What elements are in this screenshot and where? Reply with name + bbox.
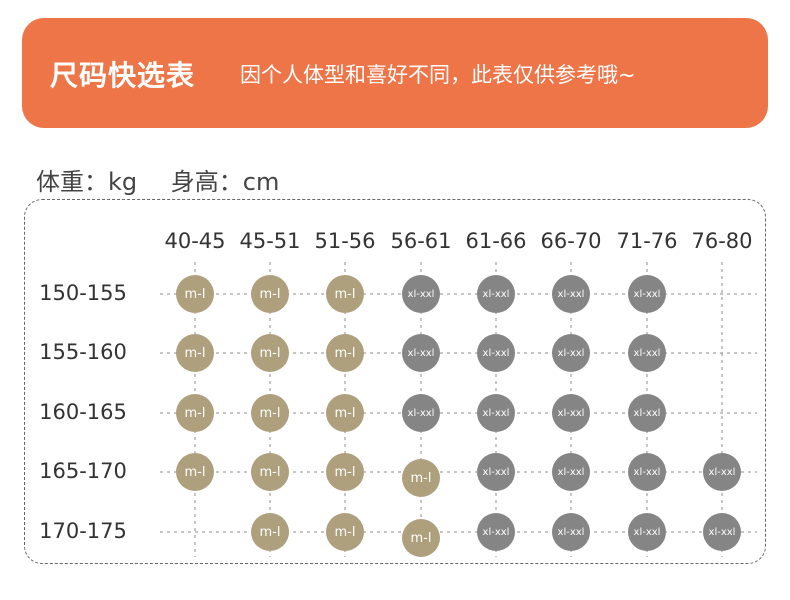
size-badge: xl-xxl bbox=[552, 513, 590, 551]
size-badge: xl-xxl bbox=[477, 394, 515, 432]
size-badge: xl-xxl bbox=[703, 513, 741, 551]
size-badge: xl-xxl bbox=[402, 334, 440, 372]
size-badge: m-l bbox=[251, 394, 289, 432]
size-badge: m-l bbox=[402, 519, 440, 557]
size-badge: xl-xxl bbox=[477, 453, 515, 491]
height-range-label: 160-165 bbox=[39, 400, 127, 424]
size-badge: xl-xxl bbox=[477, 513, 515, 551]
size-badge: m-l bbox=[402, 459, 440, 497]
height-range-label: 150-155 bbox=[39, 281, 127, 305]
size-badge: xl-xxl bbox=[552, 334, 590, 372]
size-badge: m-l bbox=[251, 513, 289, 551]
size-badge: xl-xxl bbox=[552, 275, 590, 313]
size-badge: m-l bbox=[251, 334, 289, 372]
weight-range-header: 45-51 bbox=[239, 229, 301, 253]
height-range-label: 170-175 bbox=[39, 519, 127, 543]
size-badge: m-l bbox=[176, 453, 214, 491]
size-chart-subtitle: 因个人体型和喜好不同，此表仅供参考哦~ bbox=[240, 63, 636, 87]
header-banner: 尺码快选表 因个人体型和喜好不同，此表仅供参考哦~ bbox=[22, 18, 768, 128]
size-badge: m-l bbox=[251, 453, 289, 491]
size-badge: m-l bbox=[176, 334, 214, 372]
size-badge: xl-xxl bbox=[628, 453, 666, 491]
size-badge: xl-xxl bbox=[628, 275, 666, 313]
size-badge: m-l bbox=[326, 275, 364, 313]
size-badge: xl-xxl bbox=[402, 394, 440, 432]
height-range-label: 165-170 bbox=[39, 459, 127, 483]
size-badge: xl-xxl bbox=[628, 334, 666, 372]
height-unit-label: 身高：cm bbox=[170, 168, 280, 196]
weight-range-header: 61-66 bbox=[465, 229, 527, 253]
weight-unit-label: 体重：kg bbox=[36, 168, 138, 196]
weight-range-header: 71-76 bbox=[616, 229, 678, 253]
size-badge: m-l bbox=[326, 334, 364, 372]
height-range-label: 155-160 bbox=[39, 340, 127, 364]
size-badge: xl-xxl bbox=[552, 453, 590, 491]
size-badge: m-l bbox=[326, 394, 364, 432]
weight-range-header: 56-61 bbox=[390, 229, 452, 253]
weight-range-header: 51-56 bbox=[314, 229, 376, 253]
size-badge: xl-xxl bbox=[703, 453, 741, 491]
size-badge: xl-xxl bbox=[628, 394, 666, 432]
size-badge: m-l bbox=[326, 453, 364, 491]
size-badge: xl-xxl bbox=[552, 394, 590, 432]
weight-range-header: 40-45 bbox=[164, 229, 226, 253]
units-legend: 体重：kg 身高：cm bbox=[36, 162, 279, 197]
size-table-panel bbox=[24, 199, 766, 564]
size-chart-title: 尺码快选表 bbox=[50, 59, 196, 92]
weight-range-header: 76-80 bbox=[691, 229, 753, 253]
size-badge: m-l bbox=[176, 394, 214, 432]
size-badge: m-l bbox=[251, 275, 289, 313]
size-badge: m-l bbox=[326, 513, 364, 551]
weight-range-header: 66-70 bbox=[540, 229, 602, 253]
size-badge: xl-xxl bbox=[477, 275, 515, 313]
size-badge: m-l bbox=[176, 275, 214, 313]
size-badge: xl-xxl bbox=[402, 275, 440, 313]
size-badge: xl-xxl bbox=[477, 334, 515, 372]
size-badge: xl-xxl bbox=[628, 513, 666, 551]
